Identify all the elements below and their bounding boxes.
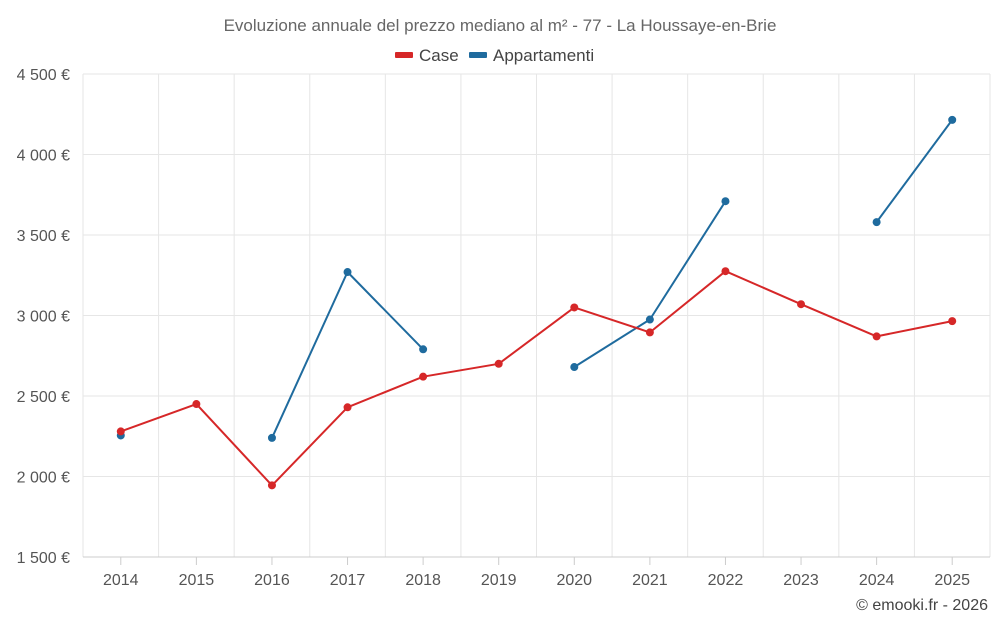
x-tick-label: 2019 xyxy=(481,572,517,589)
series-line-case xyxy=(120,270,953,487)
data-point-case-2021[interactable] xyxy=(645,328,654,337)
data-point-case-2014[interactable] xyxy=(116,427,125,436)
y-tick-label: 3 500 € xyxy=(17,228,70,245)
x-tick-label: 2020 xyxy=(556,572,592,589)
legend-swatch-case xyxy=(395,52,413,58)
y-tick-label: 1 500 € xyxy=(17,550,70,567)
data-point-case-2023[interactable] xyxy=(797,300,806,309)
data-point-case-2015[interactable] xyxy=(192,400,201,409)
legend-label-appartamenti: Appartamenti xyxy=(493,46,594,65)
data-point-appartamenti-2021[interactable] xyxy=(645,315,654,324)
data-point-case-2020[interactable] xyxy=(570,303,579,312)
legend-item-case[interactable]: Case xyxy=(395,46,459,65)
series-line-appartamenti xyxy=(875,119,954,223)
data-point-case-2024[interactable] xyxy=(872,332,881,341)
series xyxy=(116,115,957,490)
x-tick-label: 2016 xyxy=(254,572,290,589)
legend: Case Appartamenti xyxy=(395,46,594,65)
data-point-appartamenti-2022[interactable] xyxy=(721,197,730,206)
x-tick-label: 2018 xyxy=(405,572,441,589)
data-point-appartamenti-2025[interactable] xyxy=(948,115,957,124)
data-point-appartamenti-2024[interactable] xyxy=(872,218,881,227)
data-point-appartamenti-2017[interactable] xyxy=(343,268,352,277)
grid xyxy=(82,73,991,565)
x-tick-label: 2024 xyxy=(859,572,895,589)
legend-item-appartamenti[interactable]: Appartamenti xyxy=(469,46,594,65)
data-point-case-2016[interactable] xyxy=(267,481,276,490)
x-tick-label: 2015 xyxy=(179,572,215,589)
series-line-appartamenti xyxy=(271,271,424,439)
data-point-case-2025[interactable] xyxy=(948,317,957,326)
y-tick-label: 4 500 € xyxy=(17,67,70,84)
x-tick-label: 2023 xyxy=(783,572,819,589)
data-point-case-2017[interactable] xyxy=(343,403,352,412)
credit-text: © emooki.fr - 2026 xyxy=(856,597,988,614)
y-axis-labels: 1 500 € 2 000 € 2 500 € 3 000 € 3 500 € 4 000… xyxy=(17,67,70,567)
data-point-case-2022[interactable] xyxy=(721,267,730,276)
series-line-appartamenti xyxy=(573,200,727,368)
data-point-appartamenti-2020[interactable] xyxy=(570,363,579,372)
y-tick-label: 2 500 € xyxy=(17,389,70,406)
series-appartamenti xyxy=(116,115,957,442)
x-tick-label: 2025 xyxy=(934,572,970,589)
x-tick-label: 2014 xyxy=(103,572,139,589)
y-tick-label: 2 000 € xyxy=(17,470,70,487)
legend-swatch-appartamenti xyxy=(469,52,487,58)
legend-label-case: Case xyxy=(419,46,459,65)
data-point-appartamenti-2016[interactable] xyxy=(267,433,276,442)
series-case xyxy=(116,267,957,490)
chart-title: Evoluzione annuale del prezzo mediano al… xyxy=(224,16,777,35)
data-point-case-2019[interactable] xyxy=(494,359,503,368)
x-tick-label: 2017 xyxy=(330,572,366,589)
data-point-appartamenti-2018[interactable] xyxy=(419,345,428,354)
x-axis-labels: 2014 2015 2016 2017 2018 2019 2020 2021 2022 2023… xyxy=(103,572,970,589)
x-tick-label: 2022 xyxy=(708,572,744,589)
y-tick-label: 3 000 € xyxy=(17,309,70,326)
y-tick-label: 4 000 € xyxy=(17,148,70,165)
data-point-case-2018[interactable] xyxy=(419,372,428,381)
x-tick-label: 2021 xyxy=(632,572,668,589)
